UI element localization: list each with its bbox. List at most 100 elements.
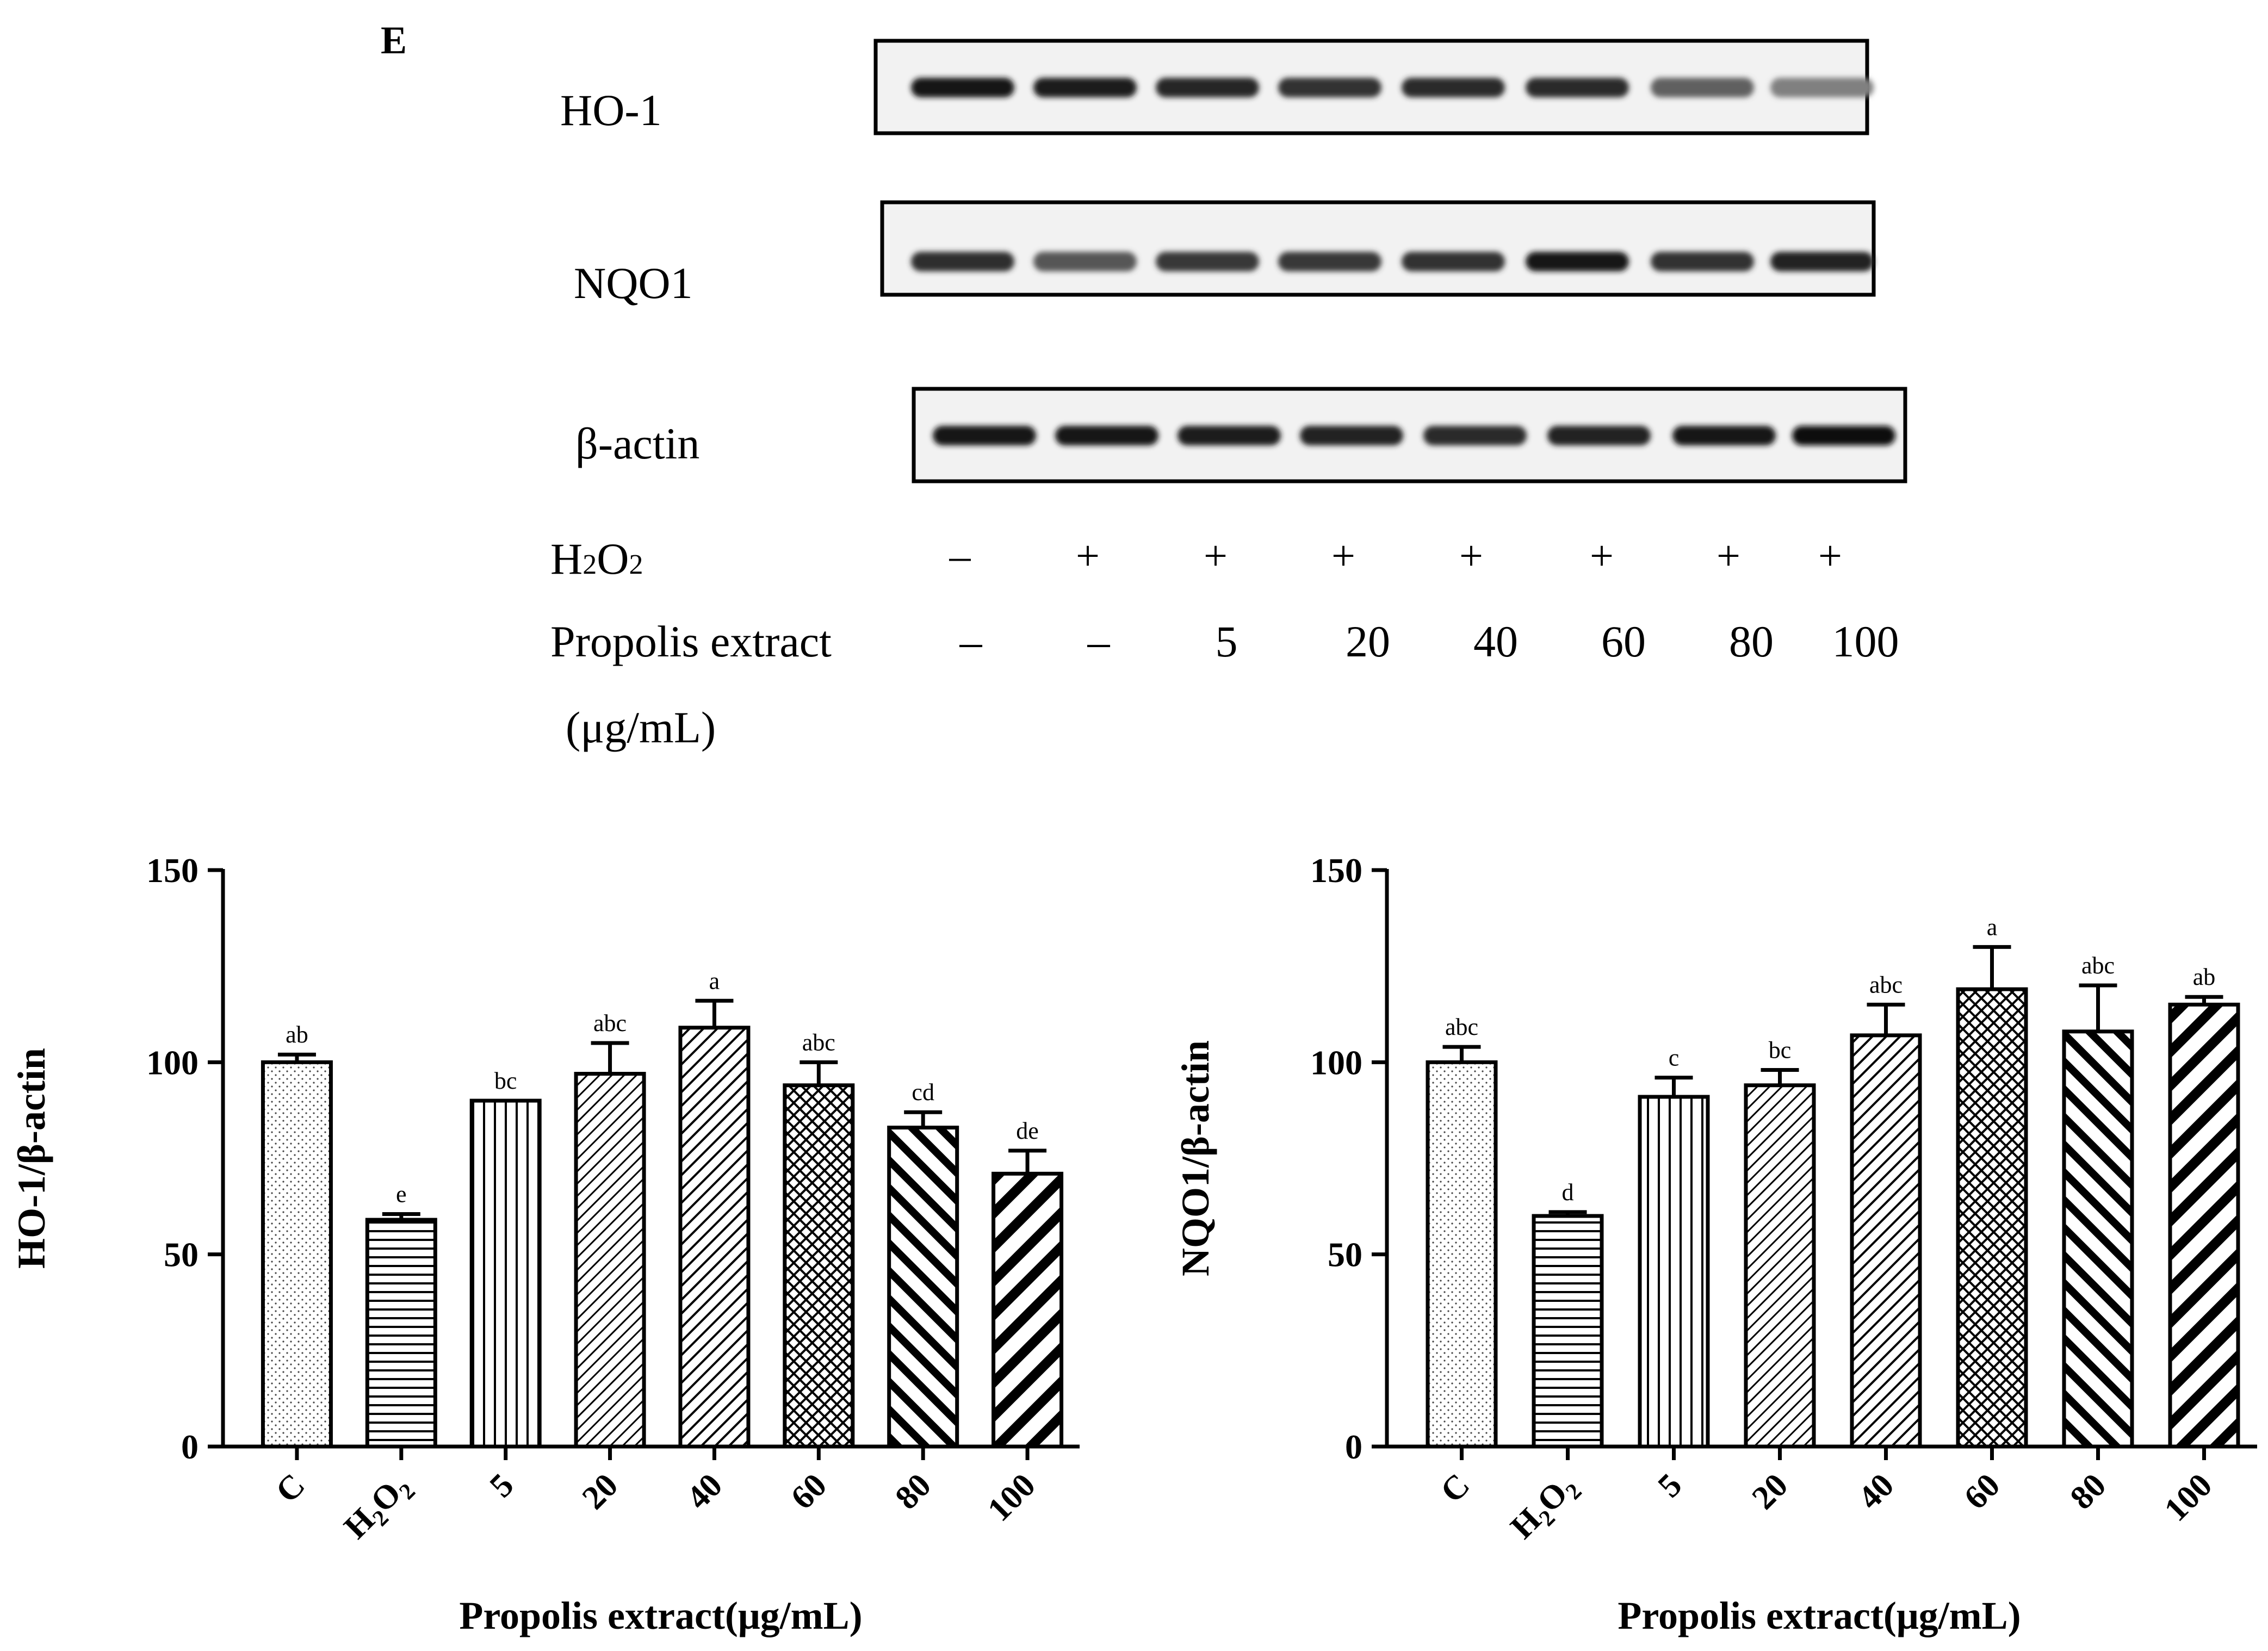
h2o2-value: + — [1459, 532, 1483, 579]
x-tick-label: 20 — [1745, 1467, 1795, 1517]
y-tick-label: 50 — [164, 1236, 199, 1274]
bar — [365, 1218, 437, 1449]
blot-label-nqo1: NQO1 — [574, 258, 693, 308]
h2o2-label-sub1: 2 — [583, 549, 597, 580]
blot-frame-1 — [880, 200, 1876, 297]
x-axis-label: Propolis extract(μg/mL) — [459, 1594, 862, 1637]
blot-band — [1651, 252, 1754, 271]
x-tick-label: H2O2 — [1503, 1467, 1587, 1550]
y-tick-label: 0 — [1345, 1427, 1362, 1466]
blot-band — [1526, 78, 1629, 97]
bar — [1532, 1214, 1604, 1449]
blot-band — [1651, 78, 1754, 97]
significance-letter: abc — [1869, 971, 1903, 998]
x-tick-label: 80 — [2063, 1467, 2113, 1517]
y-axis-label: NQO1/β-actin — [1174, 1040, 1217, 1276]
panel-label: E — [381, 18, 407, 62]
bar — [1744, 1083, 1816, 1449]
significance-letter: c — [1669, 1045, 1680, 1071]
blot-band — [933, 426, 1036, 445]
y-axis-label: HO-1/β-actin — [10, 1048, 53, 1269]
significance-letter: abc — [1445, 1014, 1478, 1040]
blot-band — [1423, 426, 1527, 445]
h2o2-label-sub2: 2 — [629, 549, 643, 580]
x-tick-label: C — [269, 1467, 312, 1510]
bar — [992, 1171, 1064, 1449]
blot-band — [1402, 252, 1505, 271]
propolis-unit-label: (μg/mL) — [566, 703, 716, 752]
x-tick-label: 100 — [981, 1467, 1043, 1529]
significance-letter: cd — [912, 1079, 934, 1106]
blot-band — [1033, 252, 1137, 271]
propolis-value: 40 — [1473, 617, 1518, 666]
h2o2-label-h: H — [550, 534, 583, 584]
blot-band — [1770, 78, 1874, 97]
x-tick-label: 100 — [2158, 1467, 2220, 1529]
bar — [1956, 987, 2028, 1449]
h2o2-row-label: H2O2 — [550, 534, 643, 584]
blot-band — [1526, 252, 1629, 271]
blot-band — [1792, 426, 1895, 445]
blot-band — [1033, 78, 1137, 97]
blot-label-beta-actin: β-actin — [575, 419, 699, 468]
chart-ho1: 0 50 100 150 HO-1/β-actin Propolis extract(μg… — [10, 851, 1080, 1637]
significance-letter: d — [1562, 1179, 1574, 1206]
blot-band — [1278, 252, 1381, 271]
x-tick-label: H2O2 — [337, 1467, 420, 1550]
h2o2-value: – — [949, 532, 971, 579]
propolis-value: 5 — [1216, 617, 1238, 666]
h2o2-label-o: O — [597, 534, 629, 584]
blot-band — [1402, 78, 1505, 97]
western-blot: HO-1 NQO1 β-actin H2O2 – + + + + + + + Propolis… — [550, 39, 1907, 752]
blot-band — [1770, 252, 1874, 271]
propolis-value: 80 — [1729, 617, 1774, 666]
x-axis-label: Propolis extract(μg/mL) — [1618, 1594, 2021, 1637]
h2o2-value: + — [1818, 532, 1842, 579]
propolis-value: 60 — [1601, 617, 1646, 666]
significance-letter: abc — [2081, 952, 2115, 979]
h2o2-value: + — [1076, 532, 1100, 579]
bar — [2062, 1029, 2134, 1449]
x-tick-label: 80 — [888, 1467, 938, 1517]
propolis-value: – — [959, 617, 983, 666]
significance-letter: bc — [1769, 1036, 1792, 1063]
x-tick-label: 60 — [784, 1467, 834, 1517]
propolis-value: 20 — [1346, 617, 1390, 666]
propolis-value: – — [1087, 617, 1111, 666]
blot-band — [1278, 78, 1381, 97]
x-tick-label: 20 — [575, 1467, 625, 1517]
h2o2-value: + — [1204, 532, 1228, 579]
blot-band — [1547, 426, 1651, 445]
h2o2-value: + — [1331, 532, 1355, 579]
bar — [1426, 1060, 1498, 1449]
y-tick-label: 150 — [146, 851, 199, 890]
propolis-value: 100 — [1832, 617, 1899, 666]
x-tick-label: 5 — [483, 1467, 521, 1505]
x-tick-label: 60 — [1957, 1467, 2007, 1517]
significance-letter: a — [709, 967, 720, 994]
h2o2-value: + — [1717, 532, 1740, 579]
bar — [2168, 1002, 2240, 1449]
blot-band — [1178, 426, 1281, 445]
bar — [1850, 1033, 1922, 1449]
y-tick-label: 0 — [181, 1427, 199, 1466]
significance-letter: bc — [494, 1067, 517, 1094]
y-tick-label: 150 — [1310, 851, 1362, 890]
y-tick-label: 100 — [1310, 1043, 1362, 1082]
blot-band — [911, 78, 1014, 97]
bar — [261, 1060, 333, 1449]
chart-nqo1: 0 50 100 150 NQO1/β-actin Propolis extract(μg… — [1174, 851, 2257, 1637]
x-tick-label: 40 — [679, 1467, 729, 1517]
x-tick-label: C — [1434, 1467, 1477, 1510]
significance-letter: a — [1987, 914, 1998, 940]
propolis-row-label: Propolis extract — [550, 617, 832, 666]
blot-band — [1055, 426, 1158, 445]
y-tick-label: 50 — [1328, 1236, 1362, 1274]
blot-label-ho1: HO-1 — [560, 85, 662, 135]
bar — [469, 1098, 542, 1449]
significance-letter: ab — [286, 1021, 308, 1048]
bar — [678, 1026, 751, 1449]
bar — [783, 1083, 855, 1449]
bar — [574, 1072, 646, 1449]
blot-band — [1672, 426, 1776, 445]
